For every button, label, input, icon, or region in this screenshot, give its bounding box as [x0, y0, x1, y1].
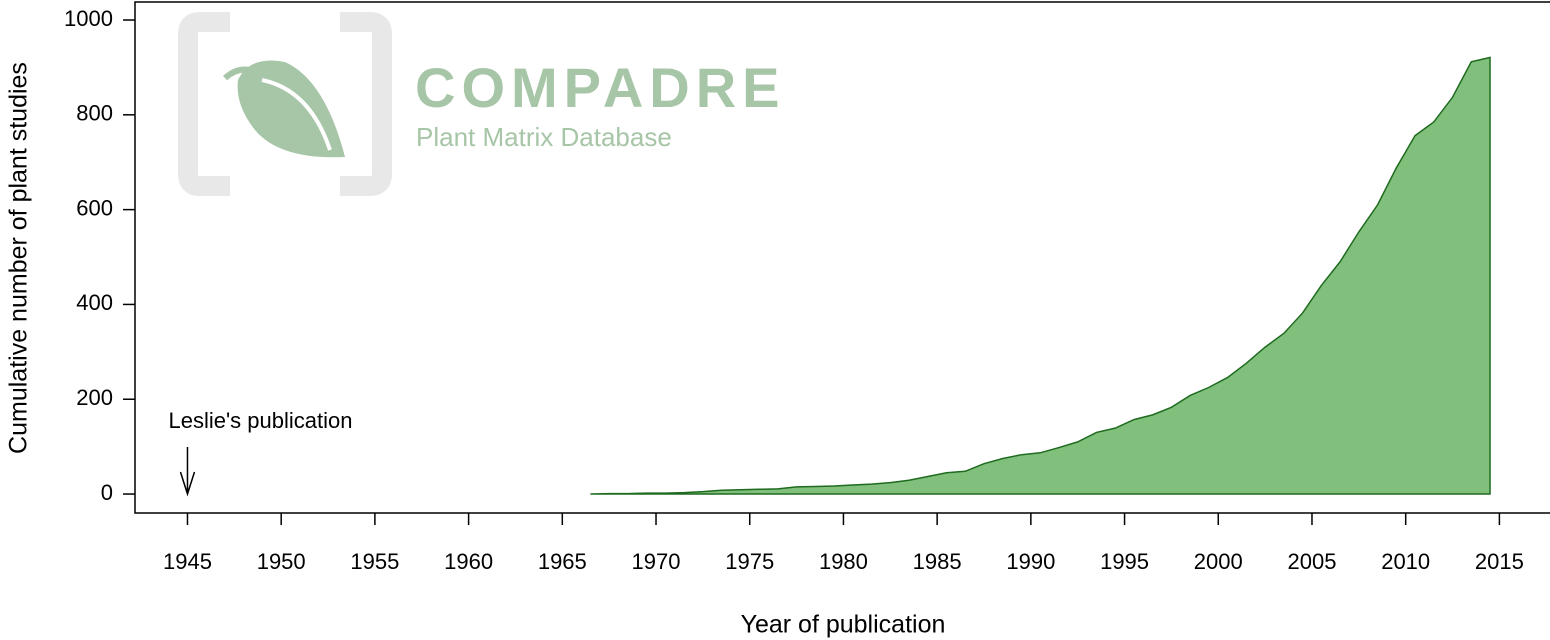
- x-tick-label: 1990: [1006, 549, 1055, 574]
- x-tick-label: 2010: [1381, 549, 1430, 574]
- annotation-arrow: [179, 447, 196, 497]
- x-tick-label: 1975: [725, 549, 774, 574]
- x-tick-label: 1955: [350, 549, 399, 574]
- x-tick-label: 1960: [444, 549, 493, 574]
- area: [590, 56, 1491, 495]
- x-tick-label: 2000: [1194, 549, 1243, 574]
- y-tick-label: 1000: [64, 6, 113, 31]
- x-tick-label: 1995: [1100, 549, 1149, 574]
- logo-bracket-left: [178, 11, 230, 196]
- logo-bracket-right: [340, 11, 392, 196]
- y-axis-label: Cumulative number of plant studies: [5, 62, 33, 454]
- y-tick-label: 0: [101, 480, 113, 505]
- logo-stem: [223, 66, 257, 81]
- logo-leaf: [237, 60, 345, 158]
- y-tick-label: 600: [76, 195, 113, 220]
- logo-vein: [261, 78, 332, 151]
- logo: COMPADRE Plant Matrix Database: [178, 11, 786, 196]
- logo-subtitle: Plant Matrix Database: [416, 122, 672, 152]
- x-tick-label: 1965: [538, 549, 587, 574]
- y-tick-label: 200: [76, 385, 113, 410]
- x-tick-label: 1950: [257, 549, 306, 574]
- x-tick-label: 2015: [1475, 549, 1524, 574]
- x-tick-label: 1980: [819, 549, 868, 574]
- y-tick-label: 400: [76, 290, 113, 315]
- x-tick-label: 2005: [1288, 549, 1337, 574]
- annotation-text: Leslie's publication: [168, 408, 352, 433]
- x-tick-label: 1970: [632, 549, 681, 574]
- x-tick-label: 1945: [163, 549, 212, 574]
- x-tick-label: 1985: [913, 549, 962, 574]
- logo-title: COMPADRE: [415, 56, 786, 119]
- y-tick-label: 800: [76, 101, 113, 126]
- x-axis-label: Year of publication: [741, 611, 946, 639]
